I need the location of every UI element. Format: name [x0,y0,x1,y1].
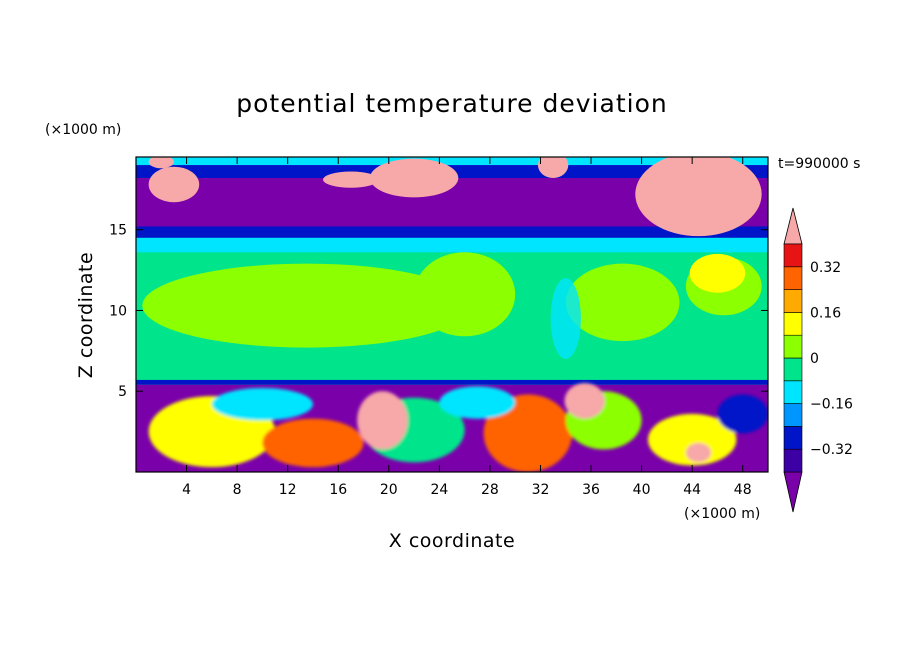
turbulence-cell [262,418,364,468]
cyan-band [136,237,768,253]
x-tick-label: 20 [380,482,398,498]
colorbar-label: −0.16 [810,397,853,413]
pink-cloud [323,171,379,188]
x-tick-label: 16 [329,482,347,498]
y-tick-label: 10 [109,303,127,319]
yellow-region [689,253,746,293]
turbulence-cell [483,394,573,472]
pink-cloud [148,166,200,203]
pink-cloud [148,157,174,169]
colorbar-swatch [783,289,803,313]
top-cyan-strip [136,157,768,166]
colorbar-label: −0.32 [810,442,853,458]
lower-turbulence [148,383,768,472]
colorbar-swatch [783,403,803,427]
x-axis-label: X coordinate [389,530,515,552]
lime-region [565,263,680,342]
colorbar-swatch [783,312,803,336]
x-axis-ticks: 4 8 12 16 20 24 28 32 36 40 44 48 [182,157,752,498]
colorbar-swatch [783,334,803,359]
colorbar: 0.32 0.16 0 −0.16 −0.32 [783,207,853,513]
pink-cloud [635,157,762,237]
x-tick-label: 28 [481,482,499,498]
colorbar-swatch [783,448,803,473]
colorbar-swatch [783,243,803,268]
colorbar-label: 0.32 [810,260,841,276]
x-tick-label: 4 [182,482,191,498]
tropopause-line [136,379,768,385]
x-tick-label: 48 [734,482,752,498]
x-tick-label: 36 [582,482,600,498]
turbulence-cell [717,394,768,434]
colorbar-extend-bottom [783,471,803,513]
time-label: t=990000 s [778,156,860,172]
lime-region [414,252,516,337]
colorbar-label: 0.16 [810,305,841,321]
cyan-region [550,278,581,359]
x-tick-label: 40 [633,482,651,498]
turbulence-cell [647,413,737,466]
y-tick-label: 15 [109,223,127,239]
x-tick-label: 44 [683,482,701,498]
colorbar-swatch [783,426,803,450]
x-unit-label: (×1000 m) [684,506,760,522]
heatmap-field [136,157,768,472]
x-tick-label: 32 [532,482,550,498]
pink-cell [564,383,605,419]
y-tick-label: 5 [118,384,127,400]
x-tick-label: 12 [279,482,297,498]
colorbar-swatch [783,380,803,404]
turbulence-cell [211,388,313,421]
colorbar-label: 0 [810,351,819,367]
x-tick-label: 24 [430,482,448,498]
upper-blue-edge [136,226,768,240]
turbulence-cell [439,386,516,419]
colorbar-swatch [783,357,803,382]
pink-cloud [369,158,459,198]
colorbar-extend-top [783,207,803,245]
colorbar-swatch [783,266,803,290]
y-unit-label: (×1000 m) [45,122,121,138]
pink-cell [685,442,712,463]
y-axis-ticks: 5 10 15 [109,223,768,400]
plot-frame [135,156,769,473]
lime-region [142,263,471,348]
x-tick-label: 8 [233,482,242,498]
pink-cloud [537,157,569,178]
pink-cell [357,391,408,450]
y-axis-label: Z coordinate [75,252,97,378]
chart-title: potential temperature deviation [236,89,667,118]
